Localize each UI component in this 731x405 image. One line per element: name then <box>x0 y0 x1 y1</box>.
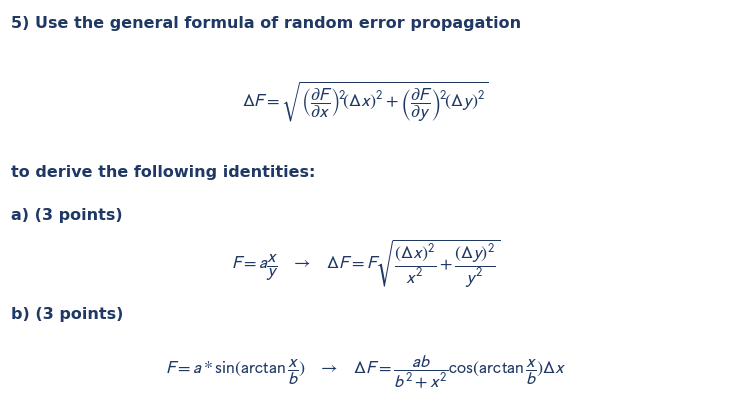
Text: $F = a*\sin(\arctan\dfrac{x}{b})\quad\rightarrow\quad\Delta F = \dfrac{ab}{b^2+x: $F = a*\sin(\arctan\dfrac{x}{b})\quad\ri… <box>164 352 567 389</box>
Text: to derive the following identities:: to derive the following identities: <box>11 165 315 179</box>
Text: $F = a\dfrac{x}{y}\quad\rightarrow\quad\Delta F = F\sqrt{\dfrac{(\Delta x)^2}{x^: $F = a\dfrac{x}{y}\quad\rightarrow\quad\… <box>231 237 500 290</box>
Text: 5) Use the general formula of random error propagation: 5) Use the general formula of random err… <box>11 16 521 31</box>
Text: $\Delta F = \sqrt{\left(\dfrac{\partial F}{\partial x}\right)^{\!2}\!(\Delta x)^: $\Delta F = \sqrt{\left(\dfrac{\partial … <box>243 79 488 124</box>
Text: a) (3 points): a) (3 points) <box>11 207 123 222</box>
Text: b) (3 points): b) (3 points) <box>11 307 124 321</box>
